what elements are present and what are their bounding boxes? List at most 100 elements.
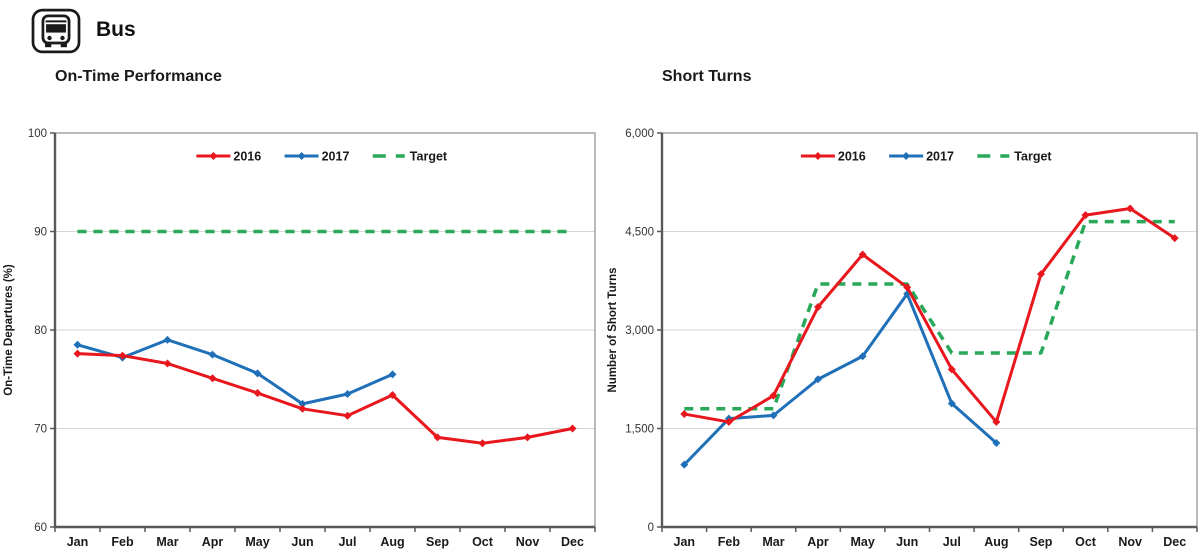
legend-label: 2016	[233, 150, 261, 164]
mode-title: Bus	[96, 18, 136, 41]
x-tick-label: Aug	[380, 535, 404, 549]
data-point-marker	[388, 391, 397, 400]
series-line	[684, 219, 1175, 411]
x-tick-label: Sep	[1029, 535, 1052, 549]
x-tick-label: Mar	[762, 535, 784, 549]
short-turns-chart: Short Turns 0 1,500 3,000 4,500 6,000 Jan Feb M…	[600, 62, 1200, 558]
data-point-marker	[769, 391, 778, 400]
data-point-marker	[1036, 270, 1045, 279]
y-tick-label: 90	[34, 227, 47, 239]
series-2016	[680, 204, 1179, 426]
x-tick-label: Jan	[67, 535, 89, 549]
y-tick-label: 0	[648, 522, 654, 534]
data-point-marker	[814, 303, 823, 312]
data-point-marker	[1081, 211, 1090, 220]
x-tick-label: Oct	[1075, 535, 1097, 549]
x-tick-label: May	[245, 535, 269, 549]
x-tick-label: Aug	[984, 535, 1008, 549]
x-tick-label: Dec	[1163, 535, 1186, 549]
series-target	[684, 219, 1175, 411]
y-tick-label: 6,000	[625, 128, 654, 140]
legend-swatch-marker	[813, 152, 822, 160]
chart-title-short-turns: Short Turns	[662, 68, 752, 85]
data-point-marker	[433, 433, 442, 442]
y-tick-label: 3,000	[625, 325, 654, 337]
x-tick-label: Mar	[156, 535, 178, 549]
data-point-marker	[858, 250, 867, 259]
on-time-performance-chart: On-Time Performance 60 70 80 90 100 Jan Feb Mar…	[0, 62, 600, 558]
data-point-marker	[343, 411, 352, 420]
y-axis-title: Number of Short Turns	[607, 267, 619, 392]
x-tick-label: Jun	[291, 535, 313, 549]
legend-label: 2017	[322, 150, 350, 164]
x-tick-label: Jul	[338, 535, 356, 549]
on-time-performance-plot: 60 70 80 90 100 Jan Feb Mar Apr May Jun Jul Aug Sep Oc…	[3, 128, 596, 549]
x-tick-label: Feb	[718, 535, 741, 549]
data-point-marker	[388, 370, 397, 379]
data-point-marker	[992, 417, 1001, 426]
data-point-marker	[208, 374, 217, 383]
chart-title-on-time-performance: On-Time Performance	[55, 68, 222, 85]
data-point-marker	[858, 352, 867, 361]
x-tick-label: Apr	[202, 535, 224, 549]
data-point-marker	[253, 389, 262, 398]
data-point-marker	[1170, 234, 1179, 243]
legend-label: 2017	[926, 150, 954, 164]
data-point-marker	[478, 439, 487, 448]
data-point-marker	[680, 460, 689, 469]
series-2017	[680, 289, 1001, 469]
series-line	[77, 338, 394, 406]
x-tick-label: Feb	[111, 535, 134, 549]
x-tick-label: Apr	[807, 535, 829, 549]
data-point-marker	[163, 335, 172, 344]
legend-label: 2016	[838, 150, 866, 164]
x-tick-label: May	[850, 535, 874, 549]
data-point-marker	[163, 359, 172, 368]
data-point-marker	[568, 424, 577, 433]
series-2016	[73, 349, 577, 448]
legend-swatch-marker	[209, 152, 218, 160]
x-tick-label: Nov	[1118, 535, 1142, 549]
data-point-marker	[343, 390, 352, 399]
legend-swatch-marker	[902, 152, 911, 160]
bus-icon	[30, 8, 82, 54]
data-point-marker	[947, 365, 956, 374]
series-2017	[73, 335, 397, 408]
data-point-marker	[769, 411, 778, 420]
x-tick-label: Dec	[561, 535, 584, 549]
data-point-marker	[298, 404, 307, 413]
series-line	[684, 207, 1176, 424]
y-tick-label: 80	[34, 325, 47, 337]
data-point-marker	[118, 351, 127, 360]
data-point-marker	[992, 438, 1001, 447]
data-point-marker	[73, 340, 82, 349]
data-point-marker	[208, 350, 217, 359]
legend-label: Target	[1014, 150, 1052, 164]
data-point-marker	[903, 289, 912, 298]
short-turns-plot: 0 1,500 3,000 4,500 6,000 Jan Feb Mar Apr May Jun J…	[607, 128, 1198, 549]
x-tick-label: Jan	[674, 535, 696, 549]
x-tick-label: Oct	[472, 535, 494, 549]
series-line	[77, 352, 573, 445]
data-point-marker	[298, 399, 307, 408]
data-point-marker	[73, 349, 82, 358]
y-tick-label: 1,500	[625, 424, 654, 436]
data-point-marker	[903, 283, 912, 292]
data-point-marker	[1126, 204, 1135, 213]
data-point-marker	[724, 417, 733, 426]
x-tick-label: Jul	[943, 535, 961, 549]
data-point-marker	[947, 399, 956, 408]
x-tick-label: Jun	[896, 535, 918, 549]
data-point-marker	[523, 433, 532, 442]
y-axis-title: On-Time Departures (%)	[3, 264, 15, 396]
y-tick-label: 60	[34, 522, 47, 534]
data-point-marker	[253, 369, 262, 378]
legend: 2016 2017 Target	[196, 150, 448, 164]
legend-swatch-marker	[297, 152, 306, 160]
y-tick-label: 70	[34, 424, 47, 436]
y-tick-label: 4,500	[625, 227, 654, 239]
legend-label: Target	[410, 150, 448, 164]
x-tick-label: Sep	[426, 535, 449, 549]
y-tick-label: 100	[28, 128, 47, 140]
